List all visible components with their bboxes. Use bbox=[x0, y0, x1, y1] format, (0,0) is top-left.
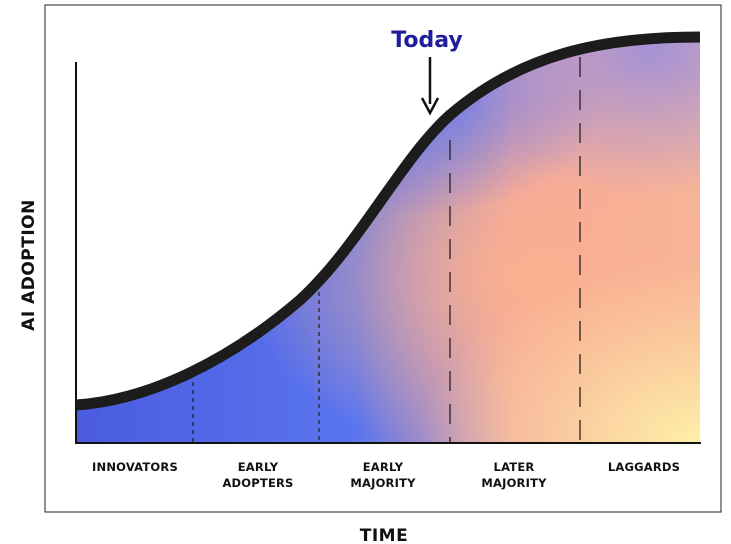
y-axis-label: AI ADOPTION bbox=[19, 199, 39, 331]
stage-label: MAJORITY bbox=[481, 476, 547, 490]
stage-label: LAGGARDS bbox=[608, 460, 680, 474]
x-axis-label: TIME bbox=[360, 526, 408, 544]
stage-labels: INNOVATORS EARLY ADOPTERS EARLY MAJORITY LATE… bbox=[92, 460, 680, 490]
stage-label: EARLY bbox=[238, 460, 279, 474]
stage-label: INNOVATORS bbox=[92, 460, 178, 474]
stage-label: LATER bbox=[494, 460, 535, 474]
stage-dividers bbox=[192, 57, 581, 443]
frame bbox=[44, 4, 722, 513]
today-label: Today bbox=[391, 28, 462, 53]
today-arrow-head bbox=[420, 97, 440, 116]
adoption-curve bbox=[75, 31, 701, 411]
stage-label: MAJORITY bbox=[350, 476, 416, 490]
stage-label: ADOPTERS bbox=[222, 476, 293, 490]
stage-label: EARLY bbox=[363, 460, 404, 474]
